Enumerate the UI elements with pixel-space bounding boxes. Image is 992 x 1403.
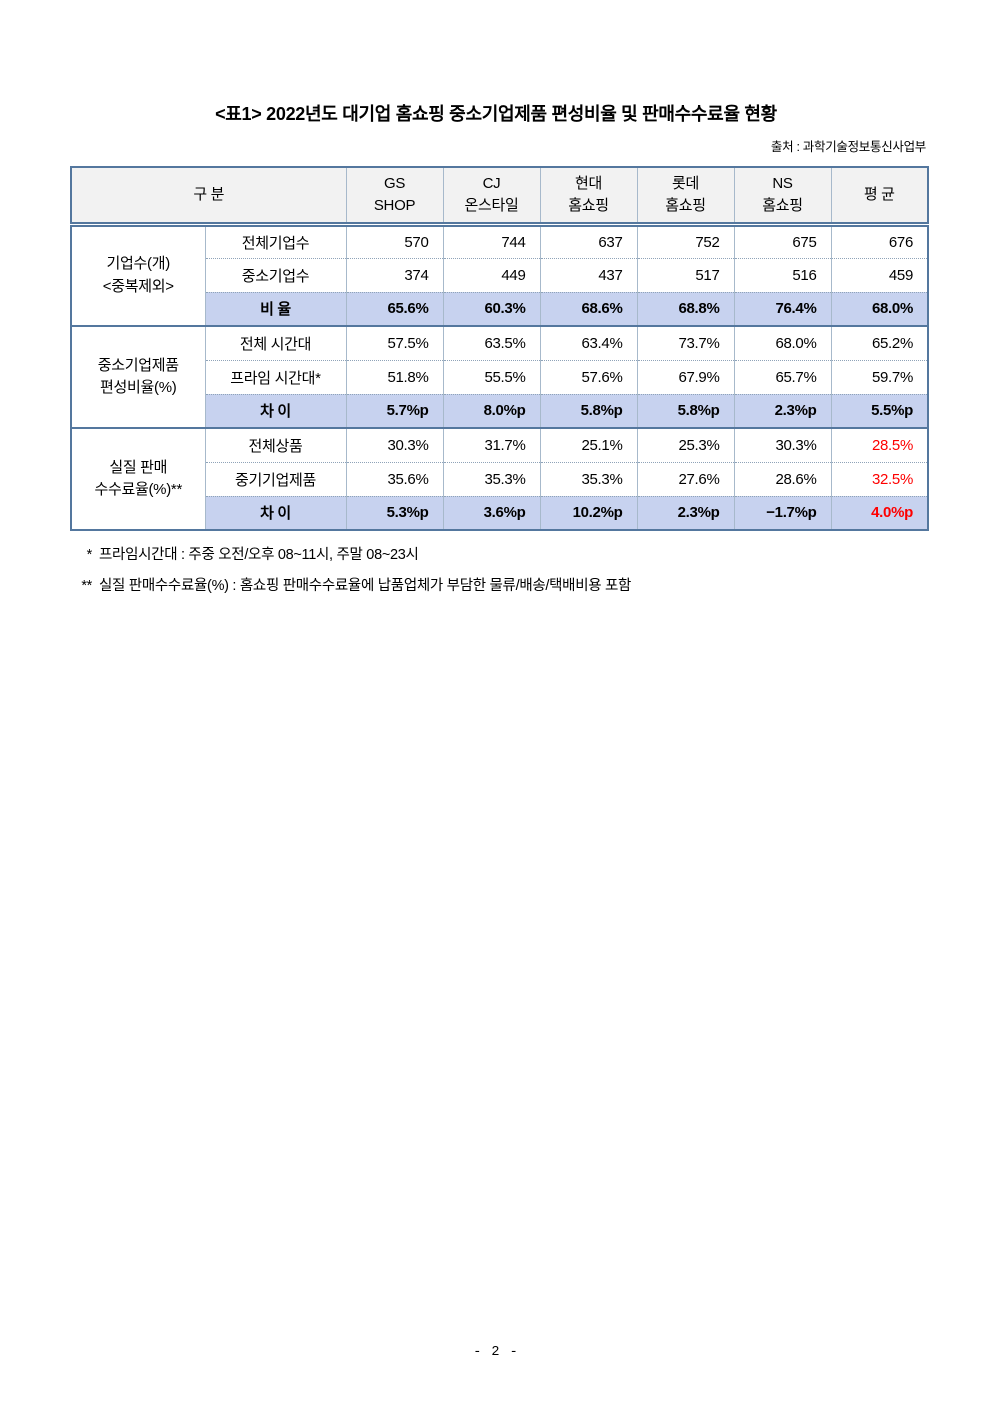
table-row: 실질 판매 수수료율(%)** 전체상품 30.3% 31.7% 25.1% 2…: [70, 427, 928, 530]
table-row: 기업수(개) <중복제외> 전체기업수 570 744 637 752 675 …: [70, 224, 928, 326]
data-cell: 459: [830, 257, 928, 292]
table-row: 중소기업제품 편성비율(%) 전체 시간대 57.5% 63.5% 63.4% …: [70, 325, 928, 428]
data-cell-average-alert: 28.5%: [830, 427, 928, 462]
table-row: 중기기업제품 35.6% 35.3% 35.3% 27.6% 28.6% 32.…: [71, 461, 928, 496]
data-cell: 63.5%: [442, 325, 540, 360]
column-header-ns: NS 홈쇼핑: [733, 167, 831, 227]
data-cell: 5.7%p: [345, 393, 443, 428]
row-label: 전체기업수: [204, 224, 346, 258]
corner-header: 구 분: [70, 167, 346, 227]
data-cell: 570: [345, 224, 443, 258]
data-cell: 27.6%: [636, 461, 734, 496]
table-container: 구 분 GS SHOP CJ 온스타일 현대 홈쇼핑 롯데 홈쇼핑 NS 홈쇼핑…: [70, 166, 929, 531]
data-cell: 2.3%p: [733, 393, 831, 428]
data-cell: 31.7%: [442, 427, 540, 462]
row-label: 비 율: [204, 291, 346, 326]
data-cell: 449: [442, 257, 540, 292]
page-number: - 2 -: [473, 1345, 519, 1360]
table-row-diff-highlight: 차 이 5.3%p 3.6%p 10.2%p 2.3%p −1.7%p 4.0%…: [71, 495, 928, 530]
data-cell: 73.7%: [636, 325, 734, 360]
row-label: 중소기업수: [204, 257, 346, 292]
group-label-broadcast-ratio: 중소기업제품 편성비율(%): [70, 325, 205, 428]
column-header-hyundai: 현대 홈쇼핑: [539, 167, 637, 227]
row-label: 중기기업제품: [204, 461, 346, 496]
footnote-marker: *: [86, 547, 93, 563]
data-cell: 5.8%p: [539, 393, 637, 428]
data-cell: 3.6%p: [442, 495, 540, 530]
data-cell: 437: [539, 257, 637, 292]
data-cell: 59.7%: [830, 359, 928, 394]
data-cell: 35.6%: [345, 461, 443, 496]
table-row-diff-highlight: 차 이 5.7%p 8.0%p 5.8%p 5.8%p 2.3%p 5.5%p: [71, 393, 928, 428]
data-cell: 25.3%: [636, 427, 734, 462]
data-cell: 676: [830, 224, 928, 258]
data-cell: 5.5%p: [830, 393, 928, 428]
table-row-ratio-highlight: 비 율 65.6% 60.3% 68.6% 68.8% 76.4% 68.0%: [71, 291, 928, 326]
footnote-commission: ** 실질 판매수수료율(%) : 홈쇼핑 판매수수료율에 납품업체가 부담한 …: [68, 577, 631, 597]
data-cell: 55.5%: [442, 359, 540, 394]
data-cell: 30.3%: [345, 427, 443, 462]
row-label: 전체상품: [204, 427, 346, 462]
column-header-cj-onstyle: CJ 온스타일: [442, 167, 540, 227]
data-cell: 752: [636, 224, 734, 258]
data-cell: 65.2%: [830, 325, 928, 360]
source-caption: 출처 : 과학기술정보통신사업부: [770, 140, 926, 154]
document-title: <표1> 2022년도 대기업 홈쇼핑 중소기업제품 편성비율 및 판매수수료율…: [215, 104, 777, 124]
group-label-companies: 기업수(개) <중복제외>: [70, 224, 205, 326]
data-cell: 65.6%: [345, 291, 443, 326]
data-cell: 374: [345, 257, 443, 292]
data-cell: 65.7%: [733, 359, 831, 394]
row-label: 차 이: [204, 495, 346, 530]
data-cell: 8.0%p: [442, 393, 540, 428]
statistics-table: 구 분 GS SHOP CJ 온스타일 현대 홈쇼핑 롯데 홈쇼핑 NS 홈쇼핑…: [70, 166, 929, 531]
table-row: 중소기업수 374 449 437 517 516 459: [71, 257, 928, 292]
footnote-prime-time: * 프라임시간대 : 주중 오전/오후 08~11시, 주말 08~23시: [68, 546, 631, 566]
table-header-row: 구 분 GS SHOP CJ 온스타일 현대 홈쇼핑 롯데 홈쇼핑 NS 홈쇼핑…: [70, 167, 928, 227]
data-cell: 57.6%: [539, 359, 637, 394]
data-cell: 10.2%p: [539, 495, 637, 530]
data-cell: 63.4%: [539, 325, 637, 360]
data-cell: 28.6%: [733, 461, 831, 496]
table-row: 프라임 시간대* 51.8% 55.5% 57.6% 67.9% 65.7% 5…: [71, 359, 928, 394]
data-cell: 25.1%: [539, 427, 637, 462]
data-cell: 51.8%: [345, 359, 443, 394]
group-label-commission: 실질 판매 수수료율(%)**: [70, 427, 205, 530]
data-cell: 5.3%p: [345, 495, 443, 530]
footnote-text: 실질 판매수수료율(%) : 홈쇼핑 판매수수료율에 납품업체가 부담한 물류/…: [99, 577, 632, 594]
data-cell: 68.6%: [539, 291, 637, 326]
row-label: 전체 시간대: [204, 325, 346, 360]
data-cell: 67.9%: [636, 359, 734, 394]
data-cell: 35.3%: [539, 461, 637, 496]
data-cell: 516: [733, 257, 831, 292]
data-cell: 68.8%: [636, 291, 734, 326]
data-cell: 517: [636, 257, 734, 292]
column-header-average: 평 균: [830, 167, 928, 227]
data-cell: 60.3%: [442, 291, 540, 326]
data-cell: 35.3%: [442, 461, 540, 496]
data-cell: 2.3%p: [636, 495, 734, 530]
data-cell: 68.0%: [733, 325, 831, 360]
data-cell: 76.4%: [733, 291, 831, 326]
footnotes: * 프라임시간대 : 주중 오전/오후 08~11시, 주말 08~23시 **…: [68, 546, 631, 607]
data-cell: 5.8%p: [636, 393, 734, 428]
data-cell: 68.0%: [830, 291, 928, 326]
data-cell: −1.7%p: [733, 495, 831, 530]
data-cell: 675: [733, 224, 831, 258]
footnote-text: 프라임시간대 : 주중 오전/오후 08~11시, 주말 08~23시: [99, 547, 419, 563]
column-header-lotte: 롯데 홈쇼핑: [636, 167, 734, 227]
data-cell: 57.5%: [345, 325, 443, 360]
data-cell-average-alert: 4.0%p: [830, 495, 928, 530]
data-cell: 30.3%: [733, 427, 831, 462]
column-header-gs-shop: GS SHOP: [345, 167, 443, 227]
data-cell-average-alert: 32.5%: [830, 461, 928, 496]
footnote-marker: **: [81, 577, 92, 594]
data-cell: 637: [539, 224, 637, 258]
row-label: 차 이: [204, 393, 346, 428]
data-cell: 744: [442, 224, 540, 258]
row-label: 프라임 시간대*: [204, 359, 346, 394]
